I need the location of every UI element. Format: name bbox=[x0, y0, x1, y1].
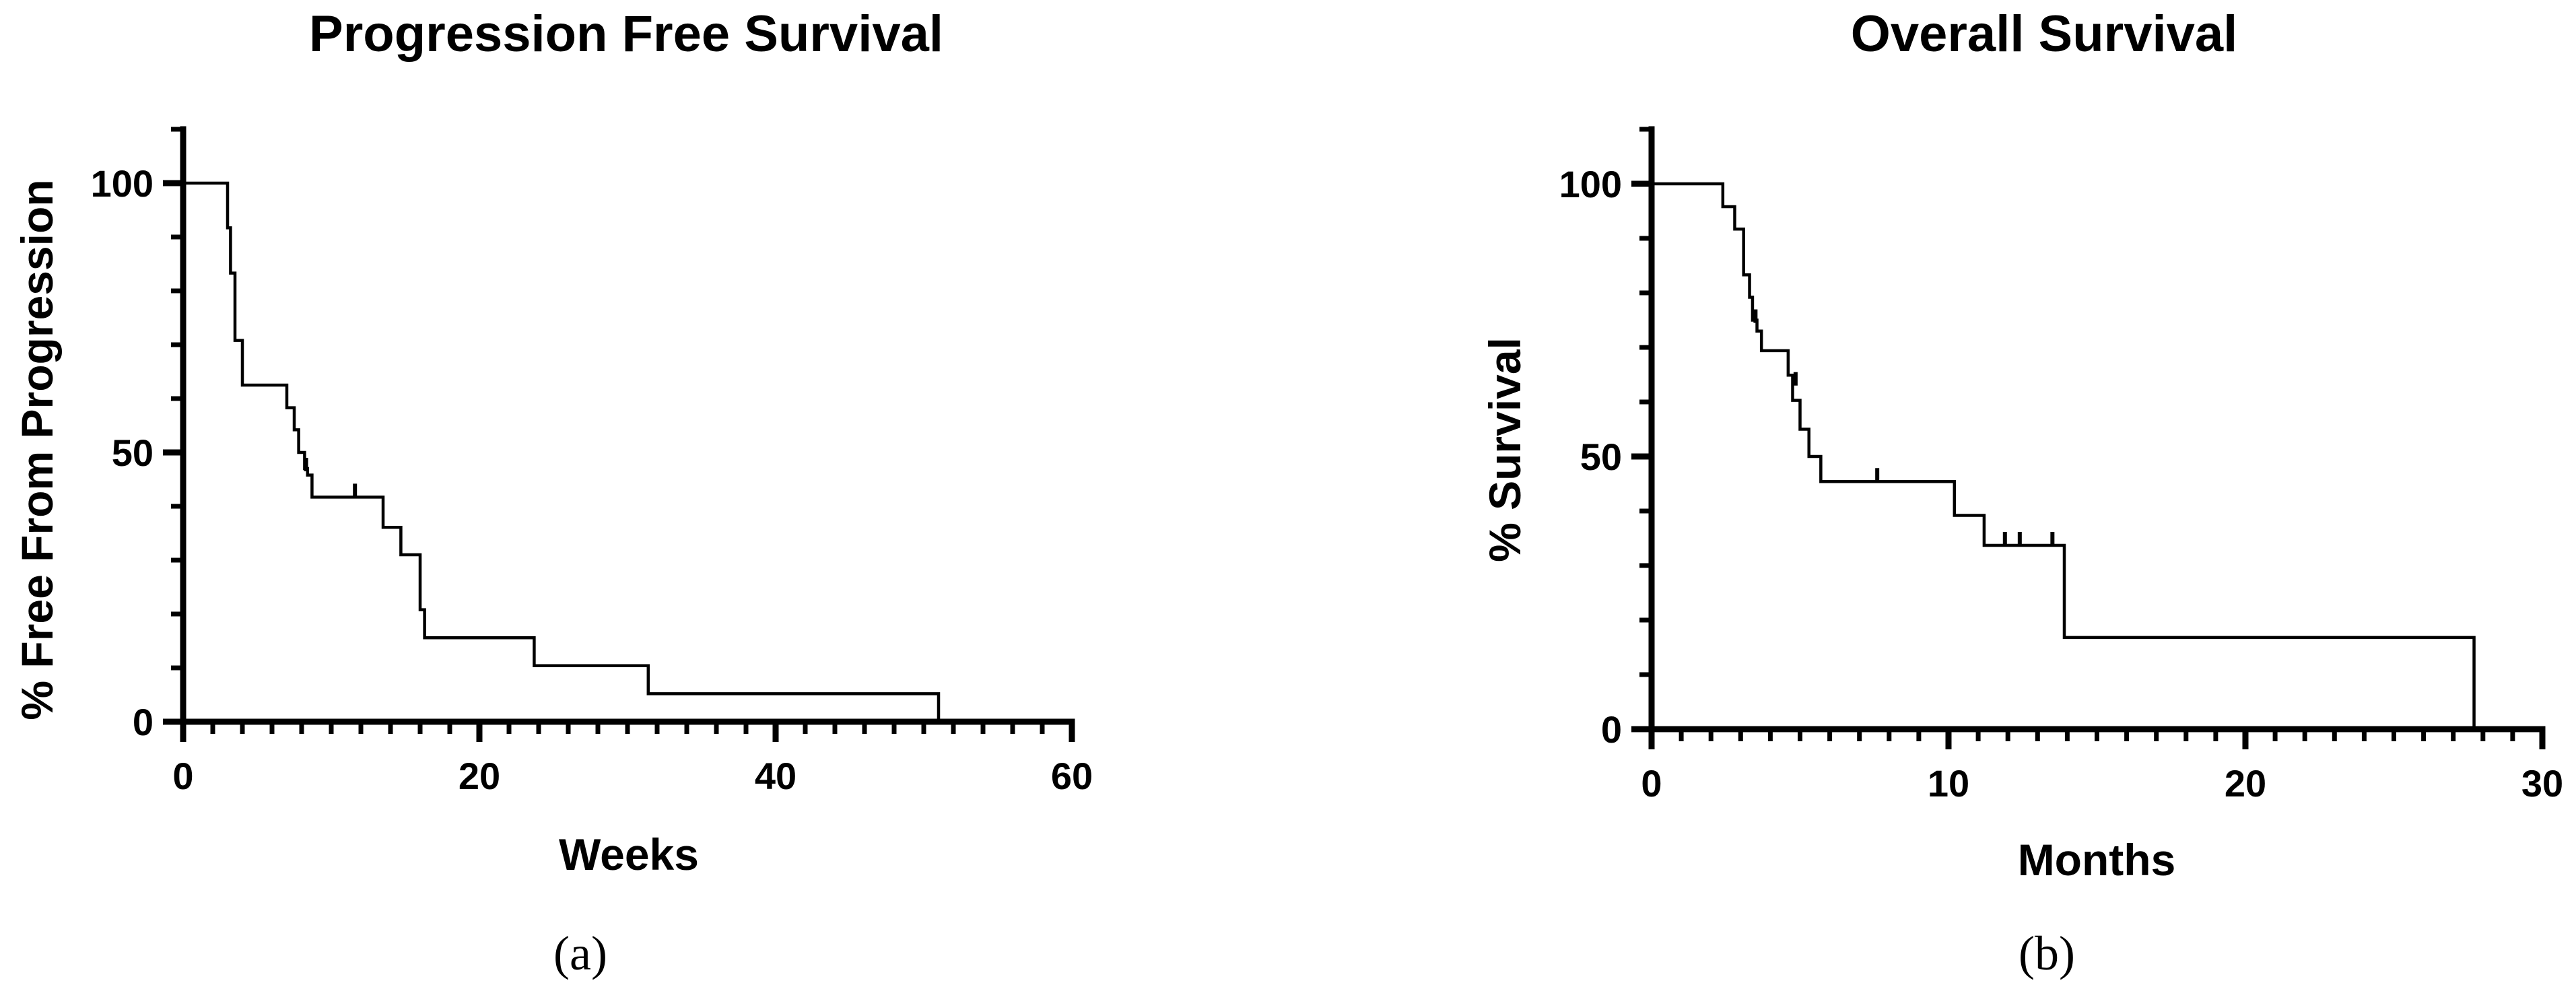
os-x-tick-label: 20 bbox=[2225, 762, 2266, 805]
pfs-y-tick-label: 50 bbox=[112, 432, 154, 474]
panel-label-a: (a) bbox=[553, 926, 607, 980]
os-x-tick-label: 0 bbox=[1641, 762, 1662, 805]
pfs-curve-group bbox=[183, 181, 941, 722]
pfs-chart: Progression Free Survival % Free From Pr… bbox=[12, 5, 1093, 980]
pfs-survival-curve bbox=[183, 181, 941, 722]
os-survival-curve bbox=[1652, 182, 2476, 729]
pfs-axes bbox=[180, 126, 1075, 725]
os-chart: Overall Survival % Survival Months (b) 0… bbox=[1480, 5, 2563, 980]
os-y-tick-label: 0 bbox=[1601, 708, 1622, 751]
os-y-axis-label: % Survival bbox=[1480, 337, 1530, 562]
pfs-chart-title: Progression Free Survival bbox=[309, 5, 943, 63]
pfs-x-tick-label: 40 bbox=[755, 755, 796, 797]
os-y-tick-label: 100 bbox=[1559, 163, 1622, 205]
os-x-tick-label: 10 bbox=[1928, 762, 1969, 805]
panel-label-b: (b) bbox=[2019, 926, 2075, 980]
pfs-x-axis-title: Weeks bbox=[559, 829, 699, 879]
pfs-y-tick-label: 100 bbox=[91, 162, 154, 205]
os-x-axis-title: Months bbox=[2018, 835, 2176, 885]
pfs-y-tick-label: 0 bbox=[133, 701, 154, 743]
pfs-y-axis-label: % Free From Progression bbox=[12, 179, 62, 720]
os-y-axis-title: % Survival bbox=[1480, 337, 1530, 562]
os-x-tick-label: 30 bbox=[2521, 762, 2563, 805]
pfs-ticks: 0 20 40 60 0 50 100 bbox=[91, 127, 1093, 797]
os-y-tick-label: 50 bbox=[1580, 436, 1622, 478]
pfs-x-tick-label: 60 bbox=[1051, 755, 1093, 797]
pfs-y-axis-title: % Free From Progression bbox=[12, 179, 62, 720]
os-axes bbox=[1648, 126, 2546, 733]
os-ticks: 0 10 20 30 0 50 100 bbox=[1559, 127, 2563, 805]
os-curve-group bbox=[1652, 182, 2476, 729]
pfs-x-tick-label: 0 bbox=[172, 755, 193, 797]
os-chart-title: Overall Survival bbox=[1851, 5, 2238, 63]
pfs-x-tick-label: 20 bbox=[459, 755, 500, 797]
